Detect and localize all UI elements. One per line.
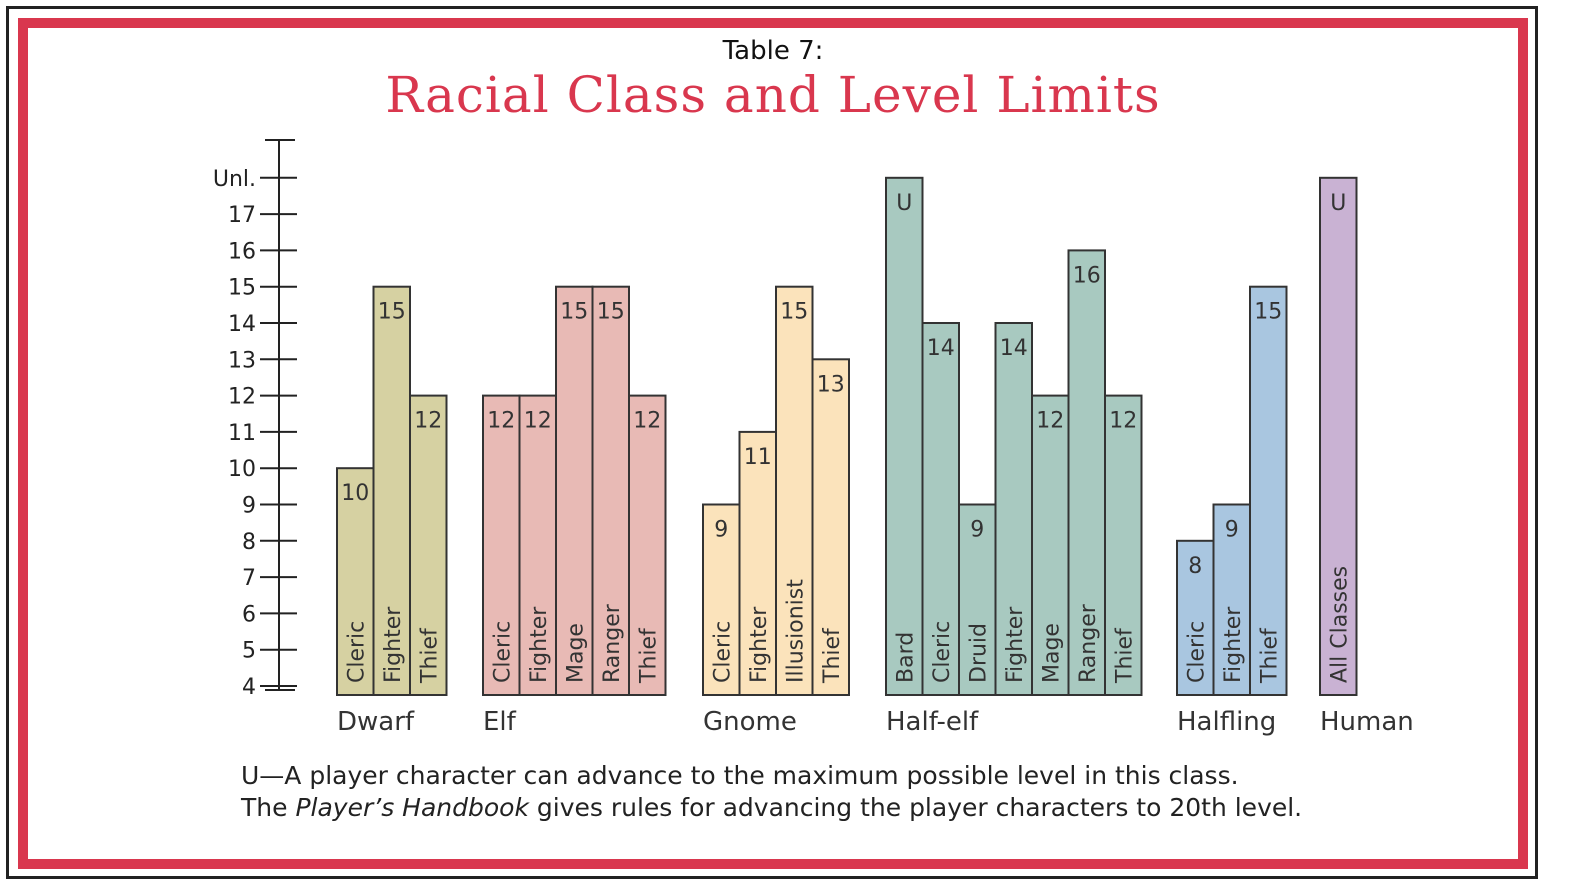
- y-tick-label: 4: [242, 675, 256, 700]
- bar-class-label: Fighter: [381, 606, 406, 683]
- bar-class-label: Fighter: [527, 606, 552, 683]
- y-tick-label: 15: [228, 276, 256, 301]
- race-label: Halfling: [1177, 707, 1276, 737]
- bar-value-label: 15: [780, 300, 808, 325]
- bar: [409, 394, 448, 696]
- bar: [885, 176, 924, 697]
- bar-class-label: Thief: [417, 627, 442, 684]
- y-tick-label: 7: [242, 566, 256, 591]
- race-label: Human: [1320, 707, 1414, 737]
- bar-value-label: 15: [378, 300, 406, 325]
- bar-class-label: Thief: [636, 627, 661, 684]
- bar-class-label: Bard: [893, 632, 918, 683]
- bar-class-label: Thief: [1257, 627, 1282, 684]
- bar-value-label: 16: [1073, 263, 1101, 288]
- race-label: Half-elf: [886, 707, 979, 737]
- bar-class-label: Cleric: [344, 621, 369, 683]
- bar-value-label: 15: [560, 300, 588, 325]
- bar-value-label: 9: [1225, 518, 1239, 543]
- bar-class-label: Fighter: [1221, 606, 1246, 683]
- bar-value-label: 12: [633, 409, 661, 434]
- footnote-book-title: Player’s Handbook: [295, 793, 529, 822]
- bar-class-label: Cleric: [490, 621, 515, 683]
- bar: [994, 322, 1033, 696]
- race-label: Dwarf: [337, 707, 415, 737]
- bar-class-label: Cleric: [1184, 621, 1209, 683]
- y-tick-label: Unl.: [213, 167, 256, 192]
- y-tick-label: 5: [242, 639, 256, 664]
- y-tick-label: 17: [228, 203, 256, 228]
- bar-class-label: Fighter: [1003, 606, 1028, 683]
- bar-class-label: Thief: [1112, 627, 1137, 684]
- bar-class-label: Mage: [1039, 623, 1064, 683]
- y-tick-label: 6: [242, 602, 256, 627]
- race-label: Elf: [483, 707, 517, 737]
- bar: [1249, 285, 1288, 696]
- bar: [1031, 394, 1070, 696]
- bar-class-label: Cleric: [930, 621, 955, 683]
- y-tick-label: 11: [228, 421, 256, 446]
- bar: [1212, 503, 1251, 696]
- y-tick-label: 9: [242, 494, 256, 519]
- bar-class-label: Ranger: [600, 603, 625, 683]
- bar-value-label: 10: [341, 481, 369, 506]
- y-tick-label: 10: [228, 457, 256, 482]
- bar: [336, 467, 375, 697]
- bar-value-label: 12: [1109, 409, 1137, 434]
- bar-value-label: 14: [1000, 336, 1028, 361]
- y-tick-label: 12: [228, 385, 256, 410]
- bar-value-label: 13: [817, 372, 845, 397]
- bar-value-label: 11: [744, 445, 772, 470]
- bar: [775, 285, 814, 696]
- bar-value-label: 14: [927, 336, 955, 361]
- footnote-line-2-pre: The: [241, 793, 296, 822]
- bar: [811, 358, 850, 696]
- bar-value-label: 12: [1036, 409, 1064, 434]
- table-label: Table 7:: [722, 36, 824, 66]
- y-tick-label: 8: [242, 530, 256, 555]
- bar: [591, 285, 630, 696]
- bar-class-label: Illusionist: [783, 579, 808, 683]
- bar-value-label: 15: [597, 300, 625, 325]
- bar-value-label: 12: [524, 409, 552, 434]
- bar-class-label: All Classes: [1327, 566, 1352, 683]
- y-tick-label: 14: [228, 312, 256, 337]
- bar-class-label: Cleric: [710, 621, 735, 683]
- bar-value-label: 9: [970, 518, 984, 543]
- bar-value-label: U: [896, 191, 912, 216]
- bar-class-label: Druid: [966, 623, 991, 683]
- bar-class-label: Fighter: [747, 606, 772, 683]
- bar-value-label: U: [1330, 191, 1346, 216]
- bar: [628, 394, 667, 696]
- bar-value-label: 12: [414, 409, 442, 434]
- bar: [958, 503, 997, 696]
- race-label: Gnome: [703, 707, 797, 737]
- bar-value-label: 8: [1188, 554, 1202, 579]
- bar: [518, 394, 557, 696]
- bar: [921, 322, 960, 696]
- footnote-line-2-post: gives rules for advancing the player cha…: [528, 793, 1303, 822]
- bar-class-label: Ranger: [1076, 603, 1101, 683]
- y-tick-label: 13: [228, 348, 256, 373]
- chart-title: Racial Class and Level Limits: [385, 66, 1161, 124]
- y-tick-label: 16: [228, 239, 256, 264]
- bar-value-label: 9: [714, 518, 728, 543]
- bar: [482, 394, 521, 696]
- bar-class-label: Thief: [820, 627, 845, 684]
- bar: [1104, 394, 1143, 696]
- bar: [555, 285, 594, 696]
- bar-class-label: Mage: [563, 623, 588, 683]
- bar-value-label: 12: [487, 409, 515, 434]
- bar-value-label: 15: [1254, 300, 1282, 325]
- footnote-line-1: U—A player character can advance to the …: [241, 761, 1239, 790]
- bar: [702, 503, 741, 696]
- footnote-line-2: The Player’s Handbook gives rules for ad…: [241, 793, 1302, 822]
- bar: [1319, 176, 1358, 697]
